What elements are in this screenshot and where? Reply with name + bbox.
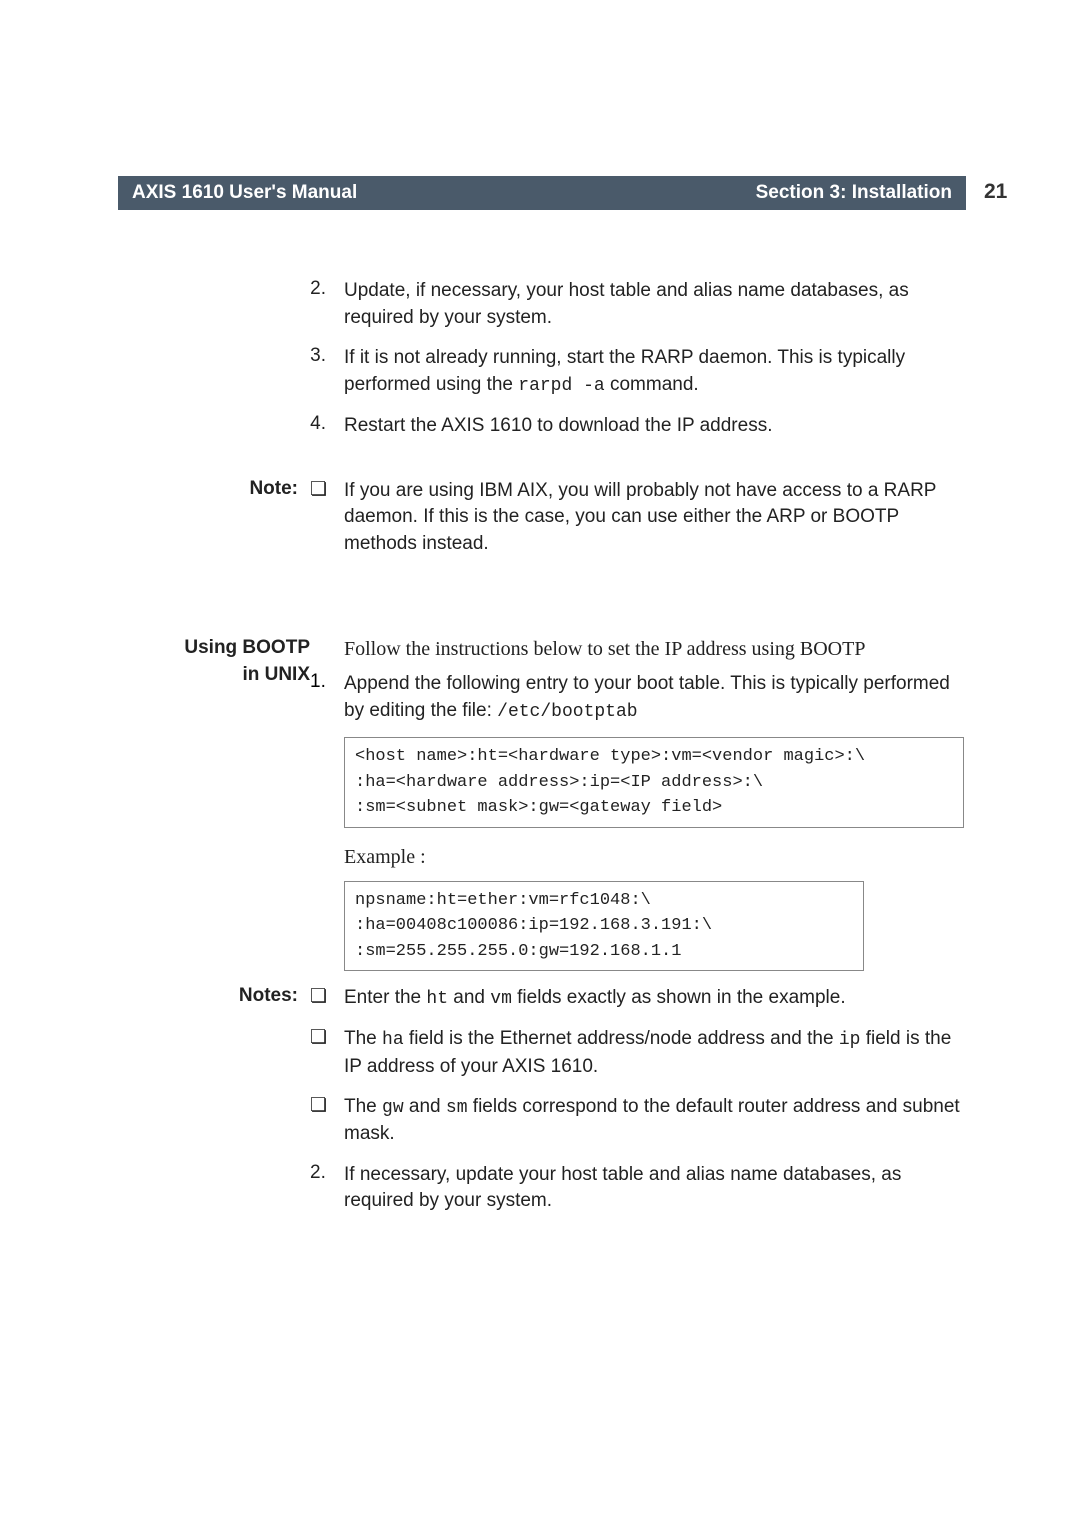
notes-label [118,1026,310,1080]
notes-label [118,1094,310,1148]
list-num: 4. [118,413,344,440]
bullet-icon: ❏ [310,1094,344,1148]
notes-step-2: 2.If necessary, update your host table a… [118,1162,966,1215]
notes-label: Notes: [118,985,310,1012]
list-text: Update, if necessary, your host table an… [344,278,966,331]
text-part: ht [426,989,448,1009]
text-part: vm [490,989,512,1009]
step1-text: Append the following entry to your boot … [344,671,966,725]
note-row-1: Note: ❏ If you are using IBM AIX, you wi… [118,478,966,558]
header-bar: AXIS 1610 User's Manual Section 3: Insta… [118,176,966,210]
text-part: gw [382,1098,404,1118]
section-step-1: 1. Append the following entry to your bo… [310,671,966,725]
text-part: Update, if necessary, your host table an… [344,280,909,328]
step1-text-part: Append the following entry to your boot … [344,673,950,721]
list-text: Restart the AXIS 1610 to download the IP… [344,413,966,440]
section-row: Using BOOTP in UNIX Follow the instructi… [118,635,966,725]
text-part: Restart the AXIS 1610 to download the IP… [344,415,772,436]
text-part: The [344,1028,382,1049]
step2-text: If necessary, update your host table and… [344,1162,966,1215]
section-body: Follow the instructions below to set the… [310,635,966,725]
bullet-icon: ❏ [310,478,344,558]
list-item: 3.If it is not already running, start th… [118,345,966,399]
text-part: command. [605,374,699,395]
step1-mono: /etc/bootptab [497,702,637,722]
bullet-icon: ❏ [310,985,344,1012]
text-part: and [404,1096,446,1117]
notes-label-empty [118,1162,310,1215]
list-text: If it is not already running, start the … [344,345,966,399]
step2-num: 2. [310,1162,344,1215]
section-label-line2: in UNIX [118,662,310,689]
notes-text: The gw and sm fields correspond to the d… [344,1094,966,1148]
notes-text: The ha field is the Ethernet address/nod… [344,1026,966,1080]
text-part: ip [839,1030,861,1050]
list-num: 2. [118,278,344,331]
example-label: Example : [344,846,966,869]
section-label: Using BOOTP in UNIX [118,635,310,725]
text-part: rarpd -a [518,376,604,396]
step1-num: 1. [310,671,344,725]
text-part: field is the Ethernet address/node addre… [404,1028,839,1049]
text-part: fields exactly as shown in the example. [512,987,846,1008]
notes-item: Notes:❏Enter the ht and vm fields exactl… [118,985,966,1012]
header-left: AXIS 1610 User's Manual [132,182,357,204]
text-part: sm [446,1098,468,1118]
notes-text: Enter the ht and vm fields exactly as sh… [344,985,966,1012]
note-label: Note: [118,478,310,558]
header-right: Section 3: Installation [756,182,952,204]
bullet-icon: ❏ [310,1026,344,1080]
list-num: 3. [118,345,344,399]
list-item: 4.Restart the AXIS 1610 to download the … [118,413,966,440]
section-label-line1: Using BOOTP [118,635,310,662]
steps-block-a: 2.Update, if necessary, your host table … [118,278,966,440]
note-text: If you are using IBM AIX, you will proba… [344,478,966,558]
code-box-2: npsname:ht=ether:vm=rfc1048:\ :ha=00408c… [344,881,864,972]
page-content: 2.Update, if necessary, your host table … [118,278,966,1229]
text-part: ha [382,1030,404,1050]
code-box-1: <host name>:ht=<hardware type>:vm=<vendo… [344,737,964,828]
text-part: The [344,1096,382,1117]
list-item: 2.Update, if necessary, your host table … [118,278,966,331]
notes-item: ❏The gw and sm fields correspond to the … [118,1094,966,1148]
text-part: Enter the [344,987,426,1008]
notes-item: ❏The ha field is the Ethernet address/no… [118,1026,966,1080]
text-part: and [448,987,490,1008]
section-intro: Follow the instructions below to set the… [344,635,966,663]
page-number: 21 [984,180,1007,204]
notes-block: Notes:❏Enter the ht and vm fields exactl… [118,985,966,1215]
